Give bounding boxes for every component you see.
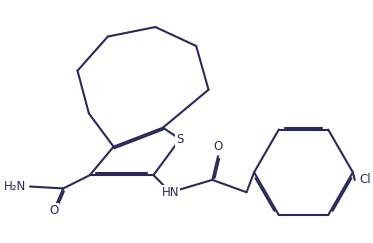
Text: HN: HN: [162, 186, 179, 199]
Text: O: O: [49, 204, 59, 217]
Text: Cl: Cl: [360, 174, 371, 186]
Text: S: S: [176, 133, 184, 146]
Text: H₂N: H₂N: [4, 180, 26, 193]
Text: O: O: [213, 140, 223, 153]
